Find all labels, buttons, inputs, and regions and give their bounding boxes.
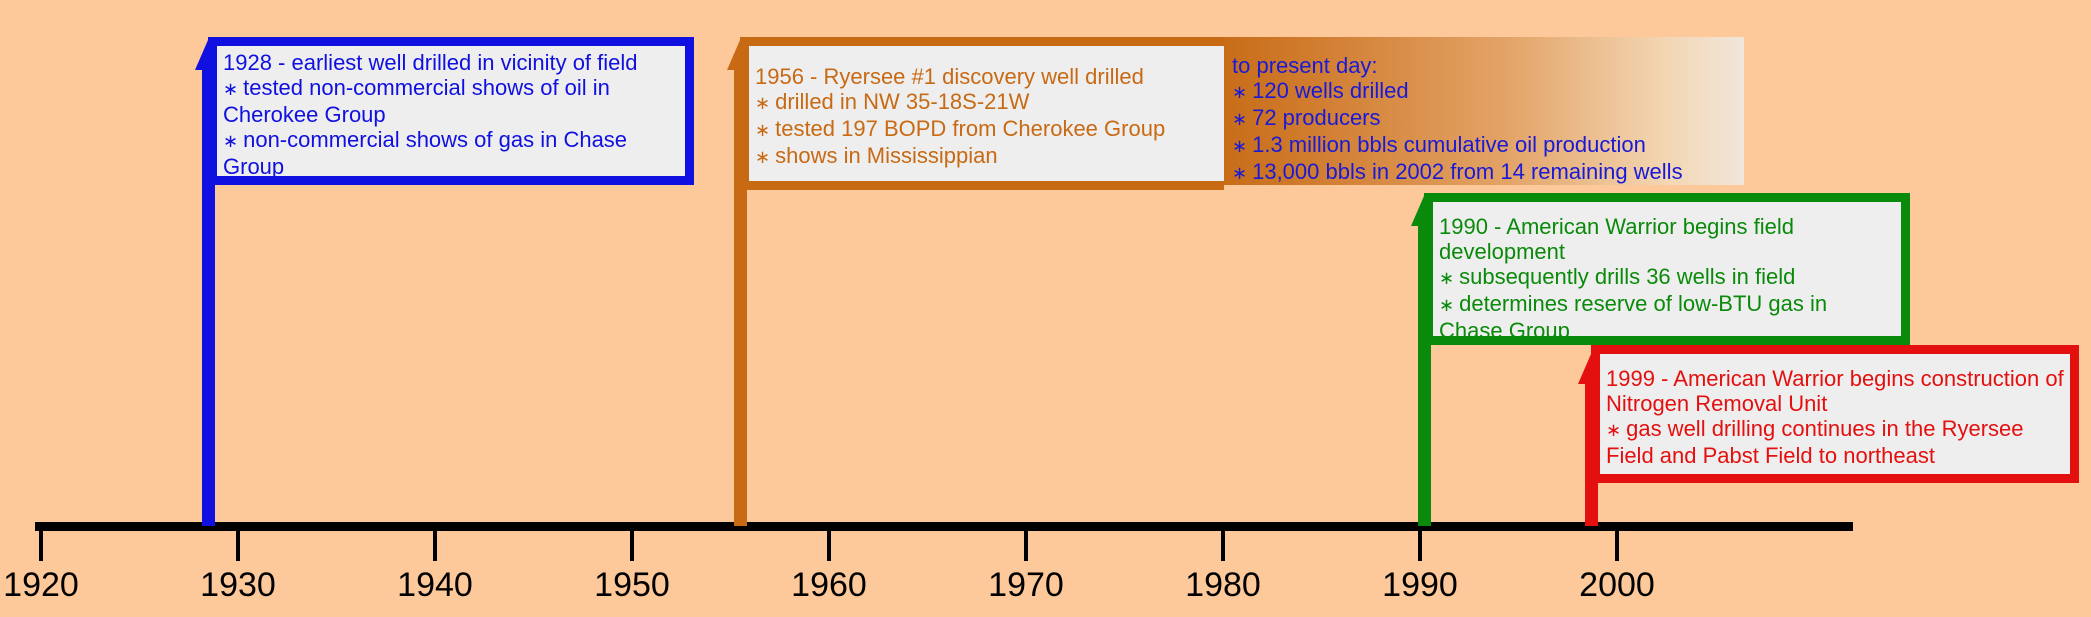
event-1999-box: 1999 - American Warrior begins construct…	[1591, 345, 2079, 483]
event-1928-box: 1928 - earliest well drilled in vicinity…	[208, 37, 694, 185]
tick-1980	[1221, 528, 1225, 561]
tick-2000	[1615, 528, 1619, 561]
event-1956-bullet: tested 197 BOPD from Cherokee Group	[755, 116, 1218, 143]
tick-label-1940: 1940	[397, 566, 473, 604]
tick-label-1960: 1960	[791, 566, 867, 604]
tick-label-1950: 1950	[594, 566, 670, 604]
present-day-title: to present day:	[1232, 53, 1378, 78]
tick-1960	[827, 528, 831, 561]
present-day-bullet: 1.3 million bbls cumulative oil producti…	[1232, 132, 1736, 159]
present-day-bullet: 13,000 bbls in 2002 from 14 remaining we…	[1232, 159, 1736, 186]
tick-label-1980: 1980	[1185, 566, 1261, 604]
tick-label-1970: 1970	[988, 566, 1064, 604]
tick-1950	[630, 528, 634, 561]
event-1990-title: 1990 - American Warrior begins field dev…	[1439, 214, 1795, 264]
present-day-box: to present day: 120 wells drilled 72 pro…	[1222, 37, 1744, 185]
event-1928-title: 1928 - earliest well drilled in vicinity…	[223, 50, 638, 75]
tick-1940	[433, 528, 437, 561]
event-1990-bullet: determines reserve of low-BTU gas in Cha…	[1439, 291, 1895, 343]
tick-label-1990: 1990	[1382, 566, 1458, 604]
tick-1920	[39, 528, 43, 561]
tick-1930	[236, 528, 240, 561]
tick-1970	[1024, 528, 1028, 561]
event-1928-bullet: non-commercial shows of gas in Chase Gro…	[223, 127, 679, 179]
tick-label-1930: 1930	[200, 566, 276, 604]
event-1956-bullet: drilled in NW 35-18S-21W	[755, 89, 1218, 116]
event-1956-bullet: shows in Mississippian	[755, 143, 1218, 170]
event-1999-title: 1999 - American Warrior begins construct…	[1606, 366, 2064, 416]
event-1999-bullet: gas well drilling continues in the Ryers…	[1606, 416, 2064, 468]
tick-label-1920: 1920	[3, 566, 79, 604]
timeline-axis	[35, 522, 1853, 531]
tick-label-2000: 2000	[1579, 566, 1655, 604]
event-1990-bullet: subsequently drills 36 wells in field	[1439, 264, 1895, 291]
event-1956-box: 1956 - Ryersee #1 discovery well drilled…	[740, 37, 1224, 190]
present-day-bullet: 120 wells drilled	[1232, 78, 1736, 105]
event-1928-bullet: tested non-commercial shows of oil in Ch…	[223, 75, 679, 127]
tick-1990	[1418, 528, 1422, 561]
present-day-bullet: 72 producers	[1232, 105, 1736, 132]
event-1990-box: 1990 - American Warrior begins field dev…	[1424, 193, 1910, 345]
event-1956-title: 1956 - Ryersee #1 discovery well drilled	[755, 64, 1144, 89]
